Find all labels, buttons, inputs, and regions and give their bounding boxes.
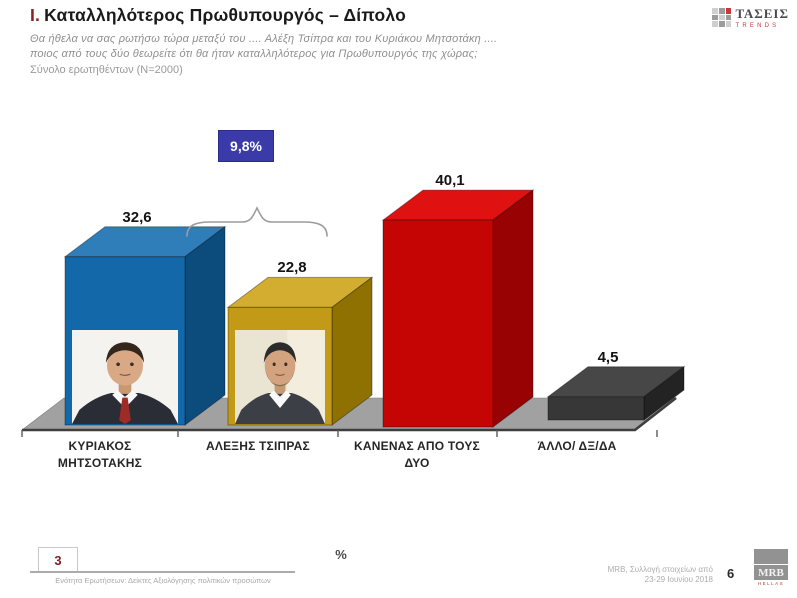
value-label: 40,1: [435, 172, 465, 190]
taseis-logo: ΤΑΣΕΙΣ TRENDS: [712, 6, 789, 29]
difference-badge: 9,8%: [218, 130, 274, 162]
bar-side-0: [184, 225, 226, 426]
footer-section-note: Ενότητα Ερωτήσεων: Δείκτες Αξιολόγησης π…: [55, 576, 271, 585]
bar-front-2: [382, 219, 494, 428]
footer-rule: [30, 571, 295, 573]
sample-note: Σύνολο ερωτηθέντων (Ν=2000): [30, 64, 183, 76]
mrb-logo: MRB HELLAS: [754, 549, 788, 591]
floor-edge: [22, 396, 677, 432]
title-index: Ι.: [30, 5, 41, 25]
difference-brace: [186, 206, 328, 237]
mitsotakis-photo: [72, 330, 178, 424]
unit-label: %: [335, 547, 347, 562]
tsipras-photo: [235, 330, 325, 424]
category-label: ΚΥΡΙΑΚΟΣ ΜΗΤΣΟΤΑΚΗΣ: [57, 439, 143, 470]
mrb-logo-name: MRB: [754, 564, 788, 580]
value-label: 22,8: [277, 259, 307, 277]
question-line-2: ποιος από τους δύο θεωρείτε ότι θα ήταν …: [30, 48, 478, 60]
taseis-logo-subname: TRENDS: [735, 23, 780, 29]
title-text: Καταλληλότερος Πρωθυπουργός – Δίπολο: [44, 5, 406, 25]
page-number: 6: [727, 566, 735, 581]
source-note: MRB, Συλλογή στοιχείων από 23-29 Ιουνίου…: [493, 565, 713, 585]
taseis-grid-icon: [712, 8, 732, 27]
value-label: 4,5: [597, 348, 619, 366]
source-line-1: MRB, Συλλογή στοιχείων από: [607, 565, 713, 574]
bar-side-2: [492, 189, 534, 428]
category-label: ΚΑΝΕΝΑΣ ΑΠΟ ΤΟΥΣ ΔΥΟ: [354, 439, 480, 470]
category-label: ΑΛΕΞΗΣ ΤΣΙΠΡΑΣ: [206, 439, 310, 453]
mrb-logo-subname: HELLAS: [757, 581, 785, 586]
question-line-1: Θα ήθελα να σας ρωτήσω τώρα μεταξύ του .…: [30, 33, 498, 45]
slide-ref-box: 3: [38, 547, 78, 573]
value-label: 32,6: [122, 208, 152, 226]
category-label: ΆΛΛΟ/ ΔΞ/ΔΑ: [537, 439, 617, 453]
bar-front-3: [547, 396, 645, 421]
taseis-logo-name: ΤΑΣΕΙΣ: [735, 6, 789, 21]
source-line-2: 23-29 Ιουνίου 2018: [644, 575, 713, 584]
mrb-logo-block: [754, 549, 788, 564]
page-title: Ι. Καταλληλότερος Πρωθυπουργός – Δίπολο: [30, 5, 406, 26]
